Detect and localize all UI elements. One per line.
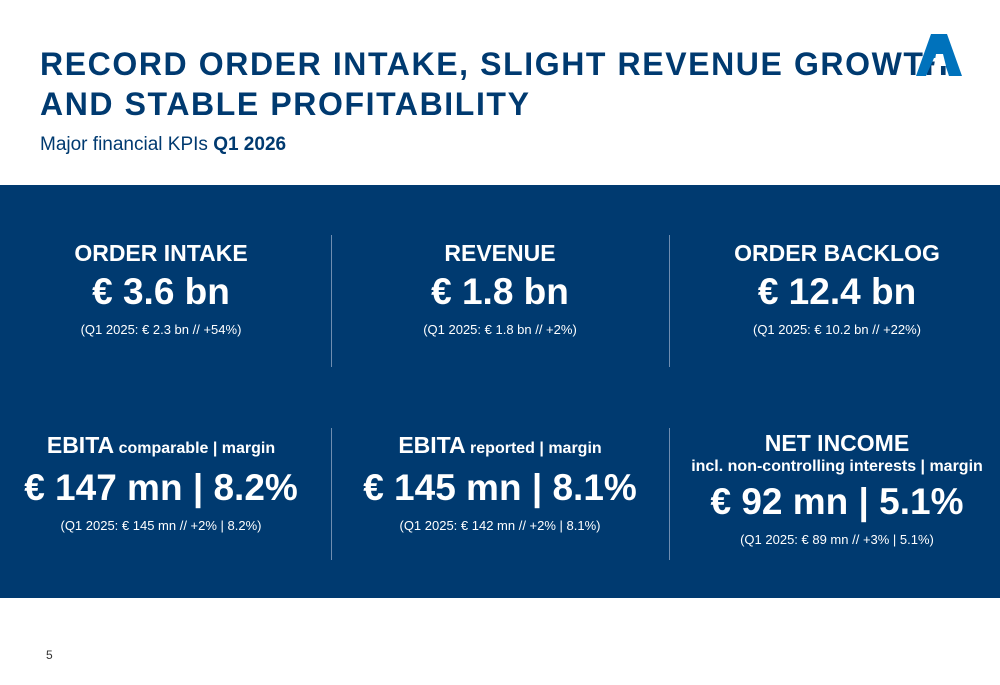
a-triangle-logo-icon	[916, 34, 962, 76]
kpi-label-qualifier: comparable | margin	[114, 440, 276, 457]
column-divider	[331, 428, 332, 560]
page-title: RECORD ORDER INTAKE, SLIGHT REVENUE GROW…	[40, 44, 949, 124]
kpi-value: € 3.6 bn	[92, 271, 230, 312]
column-divider	[669, 235, 670, 367]
kpi-net-income: NET INCOME incl. non-controlling interes…	[682, 429, 992, 549]
kpi-panel: ORDER INTAKE € 3.6 bn (Q1 2025: € 2.3 bn…	[0, 185, 1000, 598]
subtitle-text: Major financial KPIs	[40, 134, 214, 155]
kpi-label-main: EBITA	[398, 432, 466, 458]
kpi-prior-year: (Q1 2025: € 10.2 bn // +22%)	[752, 322, 922, 337]
kpi-prior-year: (Q1 2025: € 142 mn // +2% | 8.1%)	[399, 518, 601, 533]
kpi-label: EBITA comparable | margin	[6, 431, 316, 463]
kpi-value: € 12.4 bn	[757, 271, 917, 312]
kpi-label: ORDER INTAKE	[74, 240, 248, 266]
kpi-value: € 147 mn | 8.2%	[24, 467, 298, 508]
kpi-order-intake: ORDER INTAKE € 3.6 bn (Q1 2025: € 2.3 bn…	[6, 239, 316, 339]
kpi-label: ORDER BACKLOG	[734, 240, 940, 266]
kpi-label-qualifier: reported | margin	[465, 440, 602, 457]
kpi-ebita-comparable: EBITA comparable | margin € 147 mn | 8.2…	[6, 431, 316, 535]
kpi-order-backlog: ORDER BACKLOG € 12.4 bn (Q1 2025: € 10.2…	[682, 239, 992, 339]
kpi-prior-year: (Q1 2025: € 1.8 bn // +2%)	[423, 322, 577, 337]
kpi-label-sub: incl. non-controlling interests | margin	[691, 458, 983, 475]
kpi-value: € 92 mn | 5.1%	[710, 481, 964, 522]
kpi-label: REVENUE	[444, 240, 556, 266]
kpi-label: NET INCOME	[764, 430, 910, 456]
column-divider	[669, 428, 670, 560]
kpi-label: EBITA reported | margin	[345, 431, 655, 463]
kpi-prior-year: (Q1 2025: € 89 mn // +3% | 5.1%)	[740, 532, 934, 547]
kpi-revenue: REVENUE € 1.8 bn (Q1 2025: € 1.8 bn // +…	[345, 239, 655, 339]
page-subtitle: Major financial KPIs Q1 2026	[40, 134, 286, 156]
kpi-prior-year: (Q1 2025: € 145 mn // +2% | 8.2%)	[60, 518, 262, 533]
kpi-value: € 1.8 bn	[431, 271, 569, 312]
column-divider	[331, 235, 332, 367]
kpi-value: € 145 mn | 8.1%	[363, 467, 637, 508]
subtitle-period: Q1 2026	[213, 134, 287, 155]
page-number: 5	[46, 648, 53, 662]
title-line-1: RECORD ORDER INTAKE, SLIGHT REVENUE GROW…	[40, 46, 950, 82]
kpi-ebita-reported: EBITA reported | margin € 145 mn | 8.1% …	[345, 431, 655, 535]
kpi-label-main: EBITA	[46, 432, 115, 458]
title-line-2: AND STABLE PROFITABILITY	[40, 86, 531, 122]
kpi-prior-year: (Q1 2025: € 2.3 bn // +54%)	[80, 322, 242, 337]
